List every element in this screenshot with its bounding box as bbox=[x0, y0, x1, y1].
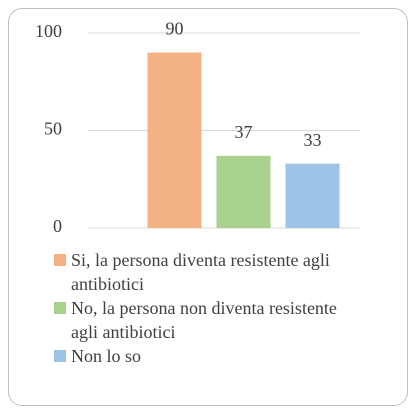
legend-item: Non lo so bbox=[54, 344, 364, 368]
data-label: 37 bbox=[235, 122, 253, 142]
legend-swatch bbox=[54, 302, 66, 314]
legend-label: Non lo so bbox=[71, 346, 142, 366]
y-tick-label: 100 bbox=[35, 21, 62, 41]
legend-label: Si, la persona diventa resistente agli a… bbox=[71, 250, 330, 294]
bar bbox=[147, 52, 202, 228]
bar bbox=[285, 163, 340, 228]
legend-label: No, la persona non diventa resistente ag… bbox=[71, 298, 337, 342]
legend-item: No, la persona non diventa resistente ag… bbox=[54, 296, 364, 344]
y-tick-label: 50 bbox=[44, 119, 62, 139]
legend: Si, la persona diventa resistente agli a… bbox=[54, 248, 364, 368]
y-tick-label: 0 bbox=[53, 216, 62, 236]
legend-item: Si, la persona diventa resistente agli a… bbox=[54, 248, 364, 296]
data-label: 90 bbox=[166, 19, 184, 39]
legend-swatch bbox=[54, 350, 66, 362]
data-label: 33 bbox=[304, 130, 322, 150]
bar bbox=[216, 155, 271, 228]
legend-swatch bbox=[54, 254, 66, 266]
chart-frame bbox=[8, 8, 408, 406]
